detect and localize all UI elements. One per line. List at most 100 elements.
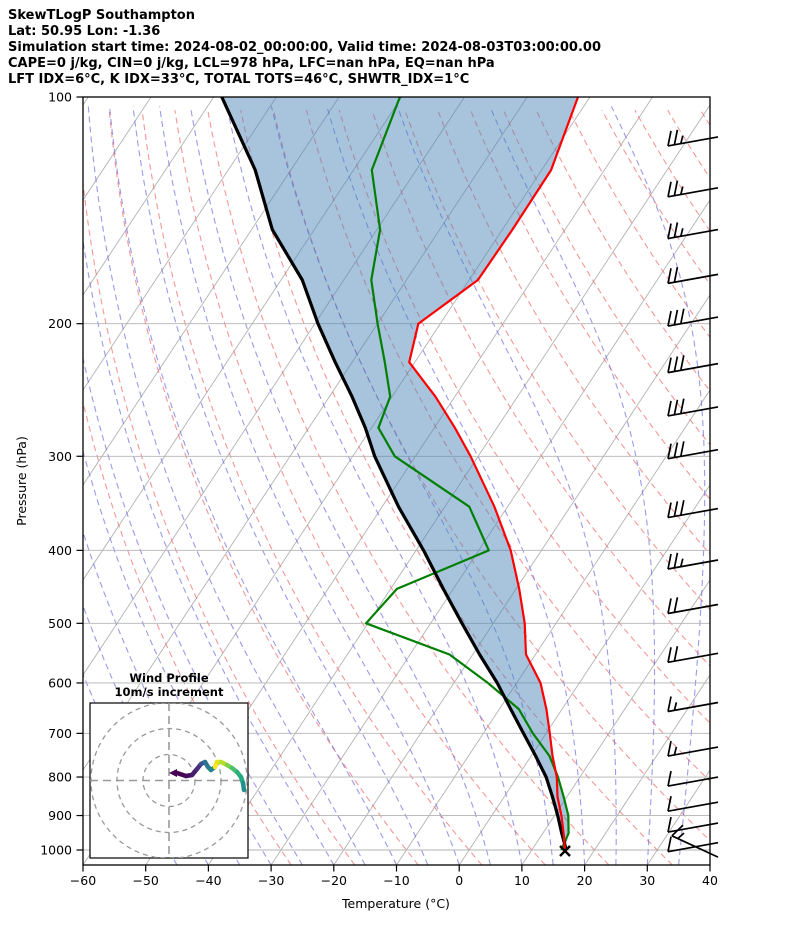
isotherm — [83, 97, 215, 296]
moist-adiabat — [189, 106, 492, 865]
barb-half-tick — [673, 746, 678, 756]
isotherm — [270, 199, 710, 865]
y-tick-label: 300 — [48, 449, 72, 464]
barb-full-tick — [667, 310, 672, 327]
dry-adiabat — [667, 109, 710, 180]
x-tick-label: −40 — [195, 873, 221, 888]
barb-full-tick — [667, 770, 672, 787]
y-tick-label: 1000 — [40, 843, 72, 858]
moist-adiabat — [610, 106, 706, 865]
moist-adiabat — [108, 106, 397, 865]
hodograph-title: Wind Profile — [129, 671, 209, 685]
barb-half-tick — [677, 832, 685, 840]
hodograph-grid — [90, 703, 248, 858]
isotherm — [458, 484, 710, 865]
barb-full-tick — [679, 308, 685, 324]
dry-adiabat — [174, 110, 546, 865]
dry-adiabat — [404, 110, 710, 611]
x-tick-label: 30 — [639, 873, 655, 888]
x-tick-label: −30 — [258, 873, 284, 888]
barb-full-tick — [673, 356, 679, 372]
moist-adiabat — [226, 106, 523, 865]
barb-full-tick — [671, 824, 684, 837]
barb-full-tick — [679, 355, 685, 371]
hodograph-plot — [89, 702, 249, 859]
y-tick-label: 900 — [48, 808, 72, 823]
dry-adiabat — [568, 109, 710, 339]
sim-time-line: Simulation start time: 2024-08-02_00:00:… — [8, 40, 601, 55]
moist-adiabat — [83, 355, 303, 865]
dry-adiabat — [338, 110, 710, 725]
cape-area — [221, 97, 579, 850]
hodograph-ring — [142, 753, 196, 808]
barb-full-tick — [673, 267, 679, 283]
barb-full-tick — [673, 552, 679, 569]
barb-full-tick — [673, 645, 679, 662]
barb-full-tick — [667, 223, 672, 239]
barb-full-tick — [673, 309, 679, 326]
hodograph-inset: Wind Profile 10m/s increment — [89, 671, 249, 859]
chart-title: SkewTLogP Southampton — [8, 8, 195, 23]
parcel-curve — [220, 97, 568, 851]
moist-adiabat — [396, 106, 617, 865]
isotherm — [208, 104, 710, 865]
dry-adiabat — [700, 109, 710, 127]
dry-adiabat-lines — [83, 109, 710, 865]
dry-adiabat — [141, 110, 483, 865]
cape-shading — [221, 97, 579, 850]
dry-adiabat — [601, 109, 710, 286]
hodograph-ring — [116, 727, 222, 834]
x-tick-label: −50 — [133, 873, 159, 888]
x-tick-label: 10 — [514, 873, 530, 888]
barb-full-tick — [673, 501, 679, 517]
indices-line: LFT IDX=6°C, K IDX=33°C, TOTAL TOTS=46°C… — [8, 72, 469, 87]
x-tick-label: −10 — [383, 873, 409, 888]
barb-full-tick — [673, 597, 679, 613]
x-axis-label: Temperature (°C) — [341, 896, 450, 911]
dry-adiabat — [470, 109, 710, 501]
isotherm — [83, 97, 340, 486]
wind-barbs — [667, 129, 719, 858]
dewpoint-curve — [364, 97, 570, 851]
x-tick-label: 20 — [577, 873, 593, 888]
y-tick-label: 100 — [48, 90, 72, 105]
y-tick-label: 200 — [48, 316, 72, 331]
barb-full-tick — [673, 180, 679, 196]
dry-adiabat — [437, 110, 710, 555]
dry-adiabat — [305, 110, 710, 783]
hodograph-trace-arrow — [169, 769, 177, 777]
profile-curves — [220, 97, 580, 857]
barb-full-tick — [679, 398, 685, 414]
barb-full-tick — [667, 400, 672, 417]
barb-full-tick — [667, 502, 672, 518]
isotherm — [83, 97, 403, 581]
surface-marker — [559, 845, 571, 857]
hodograph-ring — [90, 703, 248, 858]
moist-adiabat — [132, 106, 429, 865]
y-tick-label: 700 — [48, 726, 72, 741]
moist-adiabat — [83, 237, 335, 865]
barb-full-tick — [667, 647, 672, 663]
y-tick-label: 400 — [48, 543, 72, 558]
dry-adiabat — [83, 178, 356, 865]
x-tick-label: −20 — [321, 873, 347, 888]
moist-adiabat — [709, 860, 710, 865]
isotherm — [83, 97, 277, 391]
moist-adiabat — [489, 106, 656, 865]
barb-full-tick — [679, 500, 685, 516]
hodograph-subtitle: 10m/s increment — [115, 685, 224, 699]
isotherm — [521, 579, 710, 865]
header-block: SkewTLogP Southampton Lat: 50.95 Lon: -1… — [8, 8, 601, 87]
x-tick-label: 0 — [455, 873, 463, 888]
moist-adiabat — [159, 106, 460, 865]
x-tick-label: −60 — [70, 873, 96, 888]
isotherm — [584, 674, 710, 865]
isotherm — [709, 864, 710, 865]
hodograph-trace-segment — [240, 780, 247, 793]
barb-full-tick — [667, 130, 672, 147]
y-axis-ticks: 100 200 300 400 500 600 700 800 900 1000 — [40, 90, 83, 858]
barb-full-tick — [667, 553, 672, 570]
x-axis-ticks: −60 −50 −40 −30 −20 −10 0 10 20 30 40 — [70, 865, 718, 888]
y-axis-label: Pressure (hPa) — [14, 436, 29, 526]
